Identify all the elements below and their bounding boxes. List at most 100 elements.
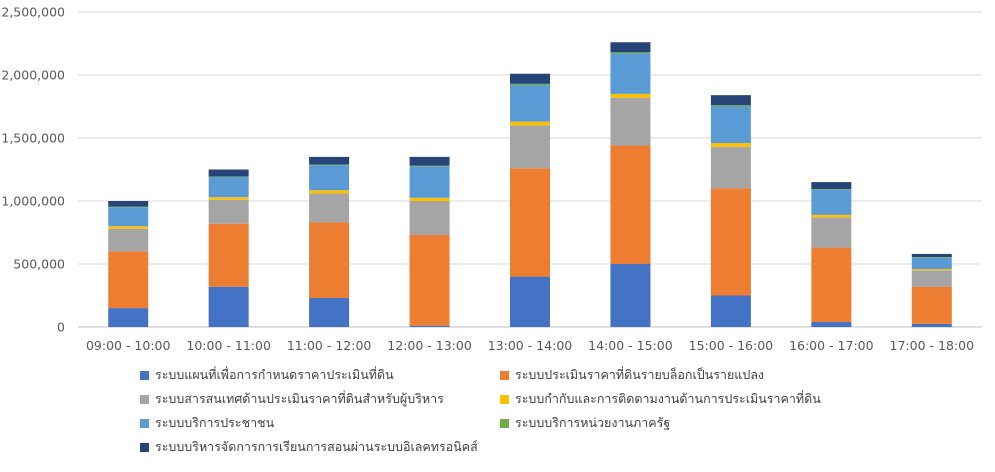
bar-segment: [811, 182, 852, 190]
bar-segment: [409, 166, 450, 198]
legend-entry: ระบบบริการหน่วยงานภาครัฐ: [500, 414, 860, 432]
y-axis-ticks: 0 500,000 1,000,000 1,500,000 2,000,000 2,500…: [1, 5, 65, 335]
bar-segment: [108, 207, 149, 227]
x-tick-label: 17:00 - 18:00: [890, 338, 975, 353]
bar-segment: [309, 298, 350, 327]
bar-segment: [108, 251, 149, 309]
bar-segment: [309, 156, 350, 165]
y-tick-label: 1,000,000: [1, 194, 65, 209]
legend-swatch: [140, 442, 149, 452]
x-axis-ticks: 09:00 - 10:00 10:00 - 11:00 11:00 - 12:00 1…: [86, 338, 974, 353]
bar-segment: [610, 93, 651, 98]
bar-segment: [911, 269, 952, 271]
bar-segment: [510, 168, 550, 277]
bar-segment: [208, 169, 249, 177]
bar-segment: [911, 253, 952, 258]
bar-segment: [710, 143, 751, 147]
bar-segment: [108, 206, 149, 208]
bar-segment: [510, 73, 550, 84]
x-tick-label: 09:00 - 10:00: [86, 338, 171, 353]
legend-label: ระบบบริการประชาชน: [155, 415, 275, 430]
x-tick-label: 16:00 - 17:00: [789, 338, 874, 353]
bar-segment: [409, 235, 450, 326]
bar-segment: [710, 106, 751, 144]
y-tick-label: 2,500,000: [1, 5, 65, 20]
legend-swatch: [140, 418, 149, 428]
bar-segment: [208, 197, 249, 200]
bar-segment: [208, 177, 249, 198]
legend-entry: ระบบประเมินราคาที่ดินรายบล็อกเป็นรายแปลง: [500, 366, 860, 384]
bar-segment: [409, 325, 450, 327]
bar-segment: [710, 188, 751, 296]
bar-segment: [710, 295, 751, 327]
bar-segment: [811, 189, 852, 215]
bar-segment: [510, 85, 550, 122]
bar-segment: [309, 164, 350, 166]
bar-segment: [710, 105, 751, 107]
legend-swatch: [500, 418, 509, 428]
bar-segment: [811, 214, 852, 218]
legend-label: ระบบแผนที่เพื่อการกำหนดราคาประเมินที่ดิน: [155, 367, 394, 382]
legend-label: ระบบบริหารจัดการการเรียนการสอนผ่านระบบอิ…: [155, 439, 478, 454]
bars: [108, 42, 952, 327]
legend-label: ระบบสารสนเทศด้านประเมินราคาที่ดินสำหรับผ…: [155, 391, 444, 406]
bar-segment: [710, 146, 751, 189]
bar-segment: [510, 121, 550, 126]
x-tick-label: 13:00 - 14:00: [488, 338, 573, 353]
y-tick-label: 500,000: [13, 257, 65, 272]
bar-segment: [911, 257, 952, 270]
bar-segment: [409, 165, 450, 167]
legend-swatch: [140, 370, 149, 380]
legend-entry: ระบบสารสนเทศด้านประเมินราคาที่ดินสำหรับผ…: [140, 390, 500, 408]
bar-segment: [108, 228, 149, 252]
legend: ระบบแผนที่เพื่อการกำหนดราคาประเมินที่ดิน…: [140, 366, 960, 456]
bar-segment: [208, 176, 249, 178]
bar-segment: [610, 264, 651, 327]
bar-segment: [510, 125, 550, 169]
bar-segment: [911, 270, 952, 287]
bar-segment: [710, 95, 751, 106]
bar-segment: [409, 156, 450, 166]
bar-segment: [811, 189, 852, 190]
legend-entry: ระบบบริหารจัดการการเรียนการสอนผ่านระบบอิ…: [140, 438, 500, 456]
legend-label: ระบบกำกับและการติดตามงานด้านการประเมินรา…: [515, 391, 821, 406]
bar-segment: [610, 97, 651, 146]
legend-swatch: [500, 370, 509, 380]
bar-segment: [108, 201, 149, 207]
bar-segment: [208, 286, 249, 327]
bar-segment: [409, 197, 450, 201]
bar-segment: [510, 276, 550, 327]
bar-segment: [911, 257, 952, 258]
legend-swatch: [500, 394, 509, 404]
y-tick-label: 0: [57, 320, 65, 335]
bar-segment: [911, 286, 952, 324]
bar-segment: [610, 145, 651, 264]
legend-label: ระบบประเมินราคาที่ดินรายบล็อกเป็นรายแปลง: [515, 367, 765, 382]
x-tick-label: 14:00 - 15:00: [588, 338, 673, 353]
bar-segment: [208, 223, 249, 287]
bar-segment: [811, 321, 852, 327]
legend-entry: ระบบบริการประชาชน: [140, 414, 500, 432]
stacked-bar-chart: 0 500,000 1,000,000 1,500,000 2,000,000 2,500…: [1, 5, 982, 353]
legend-swatch: [140, 394, 149, 404]
x-tick-label: 15:00 - 16:00: [689, 338, 774, 353]
y-tick-label: 2,000,000: [1, 68, 65, 83]
x-tick-label: 11:00 - 12:00: [287, 338, 372, 353]
y-tick-label: 1,500,000: [1, 131, 65, 146]
bar-segment: [610, 53, 651, 94]
bar-segment: [510, 83, 550, 86]
bar-segment: [409, 201, 450, 236]
bar-segment: [108, 226, 149, 229]
bar-segment: [811, 247, 852, 322]
bar-segment: [610, 52, 651, 54]
bar-segment: [309, 222, 350, 299]
bar-segment: [309, 193, 350, 223]
legend-entry: ระบบกำกับและการติดตามงานด้านการประเมินรา…: [500, 390, 860, 408]
bar-segment: [309, 190, 350, 194]
bar-segment: [108, 308, 149, 327]
legend-entry: ระบบแผนที่เพื่อการกำหนดราคาประเมินที่ดิน: [140, 366, 500, 384]
bar-segment: [610, 42, 651, 53]
x-tick-label: 12:00 - 13:00: [387, 338, 472, 353]
x-tick-label: 10:00 - 11:00: [186, 338, 271, 353]
